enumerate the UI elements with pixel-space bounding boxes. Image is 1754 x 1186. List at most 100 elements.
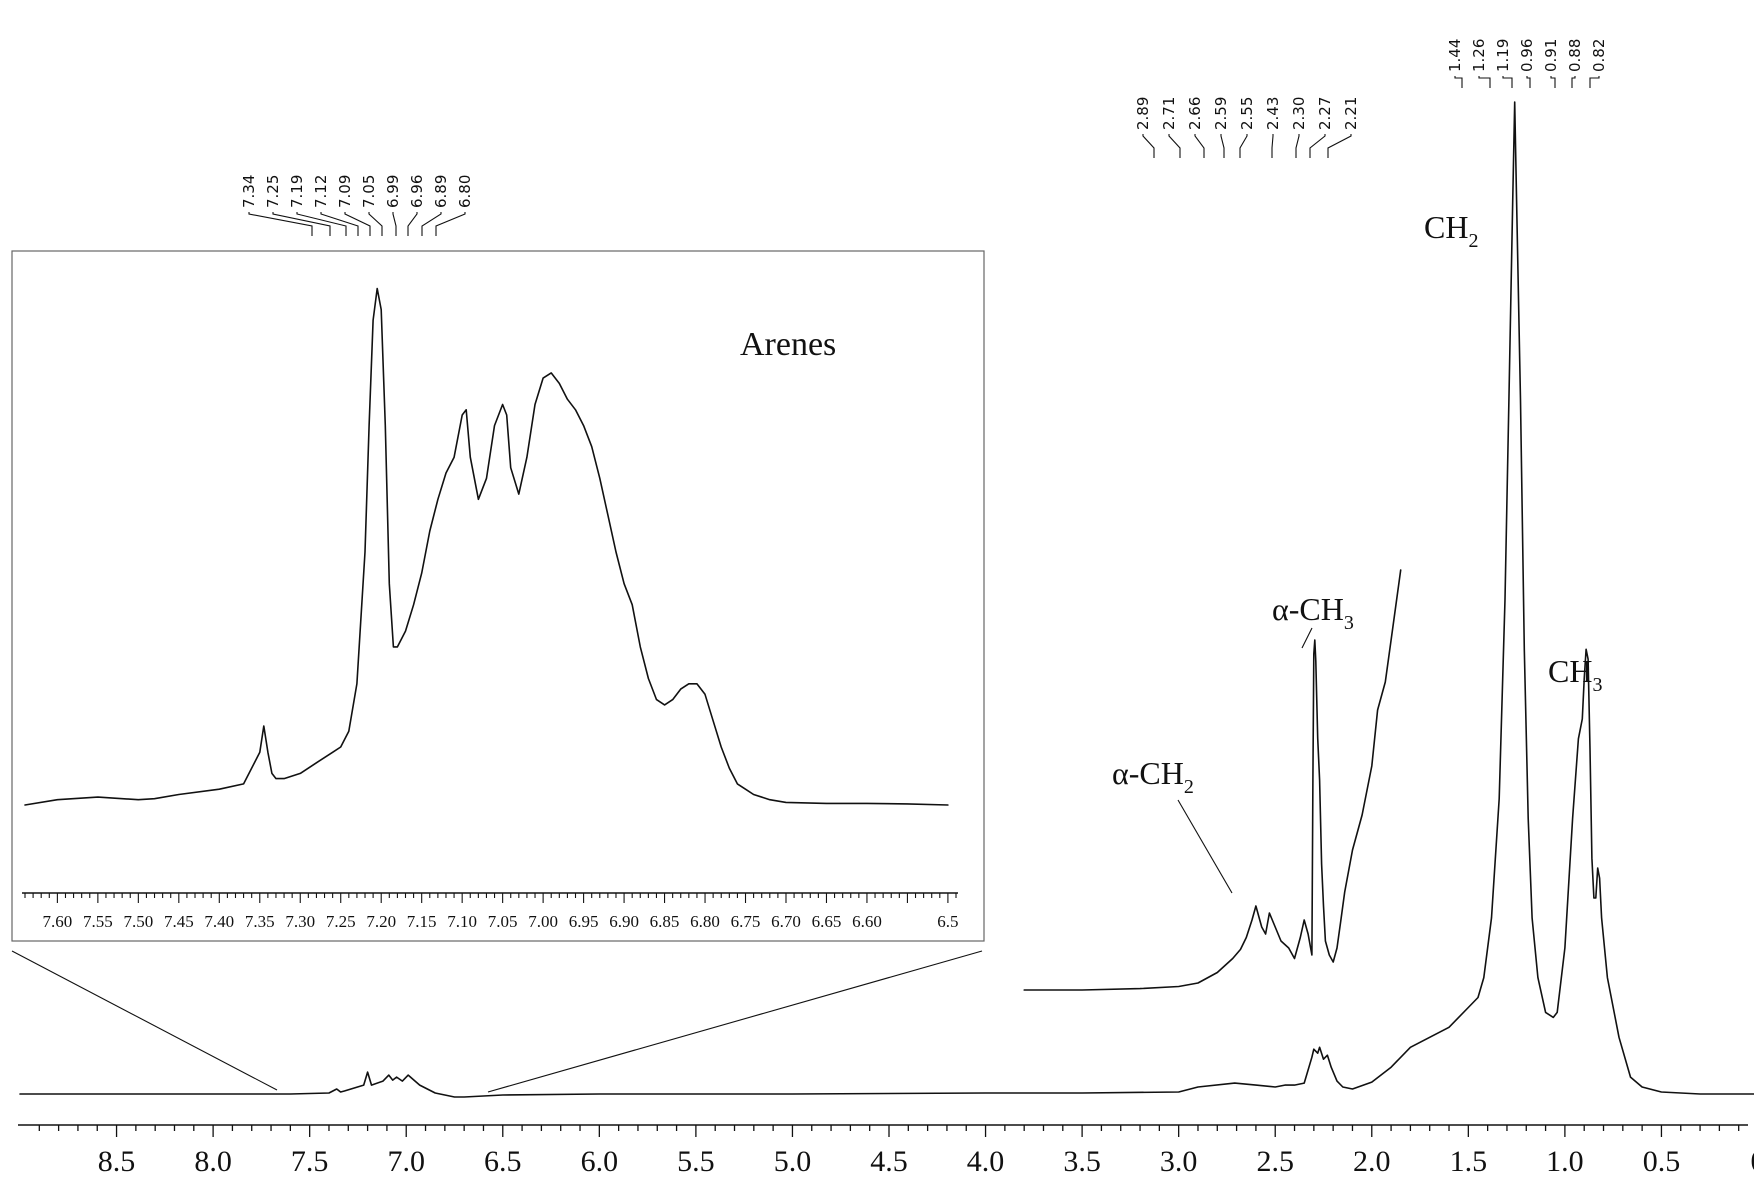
peak-label: 2.71 [1160, 97, 1178, 130]
main-axis-tick-label: 6.0 [581, 1145, 619, 1178]
main-x-axis: 8.5 8.0 7.5 7.0 6.5 6.0 5.5 5.0 4.5 4.0 3.5 3.0 2.5 2… [18, 1124, 1754, 1178]
main-axis-tick-label: 2.0 [1353, 1145, 1391, 1178]
annotation-alpha-ch2: α-CH2 [1112, 755, 1194, 798]
peak-label: 6.99 [384, 175, 402, 208]
main-spectrum-line [19, 101, 1754, 1098]
main-axis-tick-label: 1.5 [1450, 1145, 1488, 1178]
inset-axis-tick-label: 6.85 [650, 912, 680, 931]
inset-border [11, 250, 985, 942]
inset-axis-tick-label: 7.40 [204, 912, 234, 931]
annotation-ch2: CH2 [1424, 209, 1478, 252]
peak-labels-arenes: 7.34 7.25 7.19 7.12 7.09 7.05 6.99 6.96 6.89 6.80 [240, 175, 474, 236]
alpha-ch3-pointer [1301, 627, 1313, 649]
main-axis-tick-label: 0 [1751, 1145, 1754, 1178]
inset-axis-tick-label: 6.90 [609, 912, 639, 931]
inset-axis-tick-label: 7.30 [285, 912, 315, 931]
peak-label: 2.66 [1186, 97, 1204, 130]
main-axis-tick-label: 0.5 [1643, 1145, 1681, 1178]
expanded-spectrum-line [1023, 569, 1402, 991]
main-axis-tick-label: 8.5 [98, 1145, 136, 1178]
main-axis-tick-label: 4.5 [870, 1145, 908, 1178]
inset-axis-tick-label: 6.70 [771, 912, 801, 931]
annotation-ch3: CH3 [1548, 653, 1602, 696]
main-axis-tick-label: 3.0 [1160, 1145, 1198, 1178]
peak-label: 2.59 [1212, 97, 1230, 130]
peak-label: 1.44 [1446, 39, 1464, 72]
peak-label: 2.89 [1134, 97, 1152, 130]
peak-label-leader [1571, 76, 1576, 88]
inset-axis-tick-label: 6.80 [690, 912, 720, 931]
main-axis-tick-label: 7.5 [291, 1145, 329, 1178]
alpha-ch2-pointer [1177, 799, 1233, 894]
main-axis-tick-label: 8.0 [194, 1145, 232, 1178]
main-axis-tick-label: 4.0 [967, 1145, 1005, 1178]
peak-annotations: CH2 CH3 α-CH3 α-CH2 [1112, 209, 1602, 894]
peak-label-leader [1295, 134, 1300, 158]
inset-axis-tick-label: 7.05 [488, 912, 518, 931]
peak-label-leader [1168, 134, 1181, 158]
inset-axis-tick-label: 7.35 [245, 912, 275, 931]
peak-label: 1.26 [1470, 39, 1488, 72]
peak-labels-aliphatic: 1.44 1.26 1.19 0.96 0.91 0.88 0.82 [1446, 39, 1608, 88]
zoom-guide-lines [11, 950, 983, 1093]
inset-title: Arenes [740, 326, 836, 363]
peak-label-leader [1589, 76, 1600, 88]
inset-axis-tick-label: 7.10 [447, 912, 477, 931]
peak-label: 7.05 [360, 175, 378, 208]
inset-x-axis: 7.60 7.55 7.50 7.45 7.40 7.35 7.30 7.25 7.20 7.15… [22, 892, 959, 931]
peak-labels-alpha: 2.89 2.71 2.66 2.59 2.55 2.43 2.30 2.27 2.21 [1134, 97, 1360, 158]
peak-label-leader [1478, 76, 1491, 88]
peak-label: 7.19 [288, 175, 306, 208]
peak-label-leader [344, 212, 371, 236]
peak-label: 7.12 [312, 175, 330, 208]
peak-label-leader [368, 212, 383, 236]
peak-label-leader [272, 212, 331, 236]
peak-label: 7.34 [240, 175, 258, 208]
main-axis-tick-label: 7.0 [387, 1145, 425, 1178]
inset-axis-tick-label: 6.5 [937, 912, 958, 931]
main-axis-tick-label: 1.0 [1546, 1145, 1584, 1178]
peak-label: 0.91 [1542, 39, 1560, 72]
inset-frame [11, 250, 985, 942]
main-axis-tick-label: 2.5 [1256, 1145, 1294, 1178]
peak-label-leader [296, 212, 347, 236]
inset-axis-tick-label: 7.15 [407, 912, 437, 931]
inset-axis-tick-label: 7.00 [528, 912, 558, 931]
peak-label-leader [407, 212, 418, 236]
peak-label-leader [435, 212, 466, 236]
peak-label: 6.96 [408, 175, 426, 208]
peak-label-leader [1271, 134, 1274, 158]
main-axis-tick-label: 5.5 [677, 1145, 715, 1178]
inset-axis-tick-label: 6.75 [731, 912, 761, 931]
peak-label-groups: 1.44 1.26 1.19 0.96 0.91 0.88 0.82 2.89 2.71 2.66… [240, 39, 1608, 236]
annotation-alpha-ch3: α-CH3 [1272, 591, 1354, 634]
main-axis-tick-label: 5.0 [774, 1145, 812, 1178]
inset-axis-tick-label: 7.45 [164, 912, 194, 931]
peak-label-leader [1194, 134, 1205, 158]
main-axis-tick-label: 3.5 [1063, 1145, 1101, 1178]
inset-spectrum-line [24, 287, 949, 806]
main-axis-tick-label: 6.5 [484, 1145, 522, 1178]
peak-label: 2.43 [1264, 97, 1282, 130]
peak-label: 7.25 [264, 175, 282, 208]
inset-axis-tick-label: 6.60 [852, 912, 882, 931]
peak-label-leader [1327, 134, 1352, 158]
peak-label-leader [320, 212, 359, 236]
peak-label: 2.21 [1342, 97, 1360, 130]
peak-label-leader [1550, 76, 1556, 88]
zoom-guide-left [11, 950, 278, 1091]
peak-label-leader [421, 212, 442, 236]
peak-label: 6.89 [432, 175, 450, 208]
inset-axis-tick-label: 7.25 [326, 912, 356, 931]
inset-axis-tick-label: 6.95 [569, 912, 599, 931]
inset-axis-tick-label: 7.20 [366, 912, 396, 931]
peak-label: 2.30 [1290, 97, 1308, 130]
peak-label-leader [248, 212, 313, 236]
peak-label: 1.19 [1494, 39, 1512, 72]
peak-label-leader [1526, 76, 1531, 88]
inset-spectrum [24, 287, 949, 806]
peak-label: 0.96 [1518, 39, 1536, 72]
peak-label: 0.88 [1566, 39, 1584, 72]
peak-label: 2.55 [1238, 97, 1256, 130]
